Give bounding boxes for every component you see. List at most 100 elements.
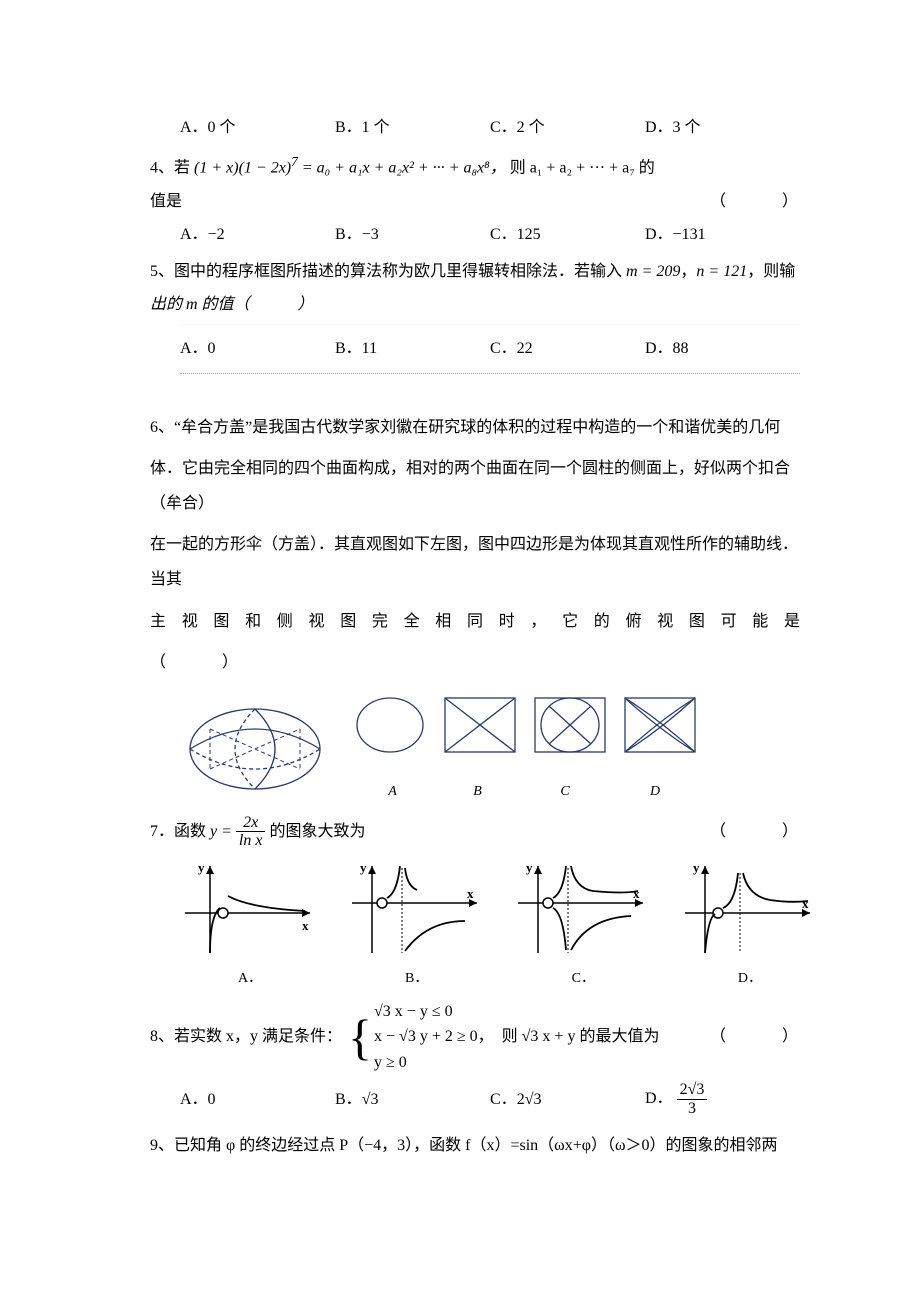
q7-graph-d: y x D．	[680, 858, 820, 991]
q8-b-prefix: B．	[335, 1091, 362, 1108]
q8-c-prefix: C．	[490, 1091, 517, 1108]
q4-line1: 4、若 (1 + x)(1 − 2x)7 = a₀ + a₁x + a₂x² +…	[150, 151, 800, 182]
q7-graph-d-svg: y x	[680, 858, 820, 958]
q7-label-d: D．	[680, 967, 820, 991]
q7-label-b: B．	[347, 967, 487, 991]
q6-label-c: C	[520, 780, 610, 804]
q6-p4: 主视图和侧视图完全相同时，它的俯视图可能是	[150, 604, 800, 639]
q4-opt-d: D．−131	[645, 221, 800, 248]
q4-paren: （ ）	[710, 188, 800, 215]
q7-graph-c-svg: y x	[513, 858, 653, 958]
q8-mid: 则 √3 x + y 的最大值为	[502, 1023, 660, 1050]
q7-label-a: A．	[180, 967, 320, 991]
q6-p1: 6、“牟合方盖”是我国古代数学家刘徽在研究球的体积的过程中构造的一个和谐优美的几…	[150, 410, 800, 445]
q7-graph-a: y x A．	[180, 858, 320, 991]
q7-prefix: 7．函数	[150, 823, 210, 840]
q3-options: A．0 个 B．1 个 C．2 个 D．3 个	[180, 114, 800, 141]
q7-c-xlabel: x	[633, 886, 640, 901]
q5-opt-d: D．88	[645, 335, 800, 362]
q6-paren-row: （ ）	[150, 645, 800, 680]
q6-label-b: B	[435, 780, 520, 804]
q4-opt-a: A．−2	[180, 221, 335, 248]
q8-opt-d: D． 2√3 3	[645, 1081, 800, 1117]
q7-graphs: y x A． y x B．	[180, 858, 820, 991]
q7-b-xlabel: x	[467, 886, 474, 901]
q6-paren: （ ）	[150, 654, 240, 671]
q8-paren: （ ）	[710, 1023, 800, 1050]
q4-options: A．−2 B．−3 C．125 D．−131	[180, 221, 800, 248]
q8-options: A．0 B．√3 C．2√3 D． 2√3 3	[180, 1081, 800, 1117]
q7-graph-c: y x C．	[513, 858, 653, 991]
q5-l2: 出的 m 的值（ ）	[150, 296, 314, 313]
q6-main-figure	[180, 694, 330, 804]
q6-p2: 体．它由完全相同的四个曲面构成，相对的两个曲面在同一个圆柱的侧面上，好似两个扣合…	[150, 451, 800, 521]
q8-c-val: 2√3	[517, 1091, 542, 1108]
page: A．0 个 B．1 个 C．2 个 D．3 个 4、若 (1 + x)(1 − …	[0, 0, 920, 1225]
q9-line: 9、已知角 φ 的终边经过点 P（−4，3），函数 f（x）=sin（ωx+φ）…	[150, 1132, 800, 1159]
q4-line2-left: 值是	[150, 188, 182, 215]
q4-eq: = a₀ + a₁x + a₂x² + ··· + a₈x⁸，	[302, 160, 506, 177]
q5-n: n = 121	[696, 263, 747, 280]
q8-d-num: 2√3	[677, 1081, 708, 1100]
q4-line2: 值是 （ ）	[150, 188, 800, 215]
q5-options: A．0 B．11 C．22 D．88	[180, 324, 800, 373]
q7-b-ylabel: y	[360, 860, 367, 875]
q4-mid: 则 a₁ + a₂ + ··· + a₇ 的	[510, 160, 655, 177]
q8-cond3: y ≥ 0	[374, 1050, 494, 1076]
q7-label-c: C．	[513, 967, 653, 991]
q3-opt-a: A．0 个	[180, 114, 335, 141]
q4-expr-left: (1 + x)(1 − 2x)	[194, 160, 291, 177]
q4-expr-sup: 7	[291, 154, 298, 169]
q3-opt-c: C．2 个	[490, 114, 645, 141]
q5-l1a: 5、图中的程序框图所描述的算法称为欧几里得辗转相除法．若输入	[150, 263, 626, 280]
q8-left: 8、若实数 x，y 满足条件： { √3 x − y ≤ 0 x − √3 y …	[150, 999, 659, 1076]
q5-line1: 5、图中的程序框图所描述的算法称为欧几里得辗转相除法．若输入 m = 209，n…	[150, 258, 800, 285]
q5-m: m = 209	[626, 263, 680, 280]
q8-cond2: x − √3 y + 2 ≥ 0，	[374, 1024, 494, 1050]
q8-conditions: √3 x − y ≤ 0 x − √3 y + 2 ≥ 0， y ≥ 0	[374, 999, 494, 1076]
q4-prefix: 4、若	[150, 160, 190, 177]
q8-b-val: √3	[362, 1091, 379, 1108]
q7-graph-a-svg: y x	[180, 858, 320, 958]
q7-y: y =	[210, 823, 232, 840]
q8-opt-a: A．0	[180, 1086, 335, 1113]
q7-graph-b: y x B．	[347, 858, 487, 991]
q6-label-d: D	[610, 780, 700, 804]
q4-opt-c: C．125	[490, 221, 645, 248]
q6-label-a: A	[350, 780, 435, 804]
q3-opt-b: B．1 个	[335, 114, 490, 141]
q8-cond1: √3 x − y ≤ 0	[374, 999, 494, 1025]
q8-prefix: 8、若实数 x，y 满足条件：	[150, 1023, 342, 1050]
q8-line: 8、若实数 x，y 满足条件： { √3 x − y ≤ 0 x − √3 y …	[150, 999, 800, 1076]
q7-left: 7．函数 y = 2x ln x 的图象大致为	[150, 814, 365, 850]
brace-icon: {	[348, 1016, 372, 1059]
q7-c-ylabel: y	[526, 860, 533, 875]
q8-d-den: 3	[677, 1100, 708, 1118]
q5-line2: 出的 m 的值（ ）	[150, 291, 800, 318]
q5-opt-a: A．0	[180, 335, 335, 362]
q5-l1b: ，	[680, 263, 696, 280]
q7-d-xlabel: x	[802, 896, 809, 911]
q8-opt-b: B．√3	[335, 1086, 490, 1113]
q5-l1c: ，则输	[747, 263, 795, 280]
q6-p3: 在一起的方形伞（方盖）．其直观图如下左图，图中四边形是为体现其直观性所作的辅助线…	[150, 527, 800, 597]
q6-options-strip: A B C D	[350, 690, 710, 804]
q7-paren: （ ）	[710, 818, 800, 845]
q8-opt-c: C．2√3	[490, 1086, 645, 1113]
q3-opt-d: D．3 个	[645, 114, 800, 141]
q7-a-ylabel: y	[198, 860, 205, 875]
q7-frac-den: ln x	[236, 832, 266, 850]
q6-figures: A B C D	[180, 690, 800, 804]
q7-line: 7．函数 y = 2x ln x 的图象大致为 （ ）	[150, 814, 800, 850]
q7-a-xlabel: x	[302, 918, 309, 933]
q7-graph-b-svg: y x	[347, 858, 487, 958]
q5-opt-b: B．11	[335, 335, 490, 362]
q7-frac-num: 2x	[236, 814, 266, 833]
q7-d-ylabel: y	[693, 860, 700, 875]
spacer	[150, 384, 800, 404]
q4-opt-b: B．−3	[335, 221, 490, 248]
q8-d-prefix: D．	[645, 1090, 673, 1107]
q5-opt-c: C．22	[490, 335, 645, 362]
q7-suffix: 的图象大致为	[269, 823, 365, 840]
q6-options-svg	[350, 690, 710, 780]
